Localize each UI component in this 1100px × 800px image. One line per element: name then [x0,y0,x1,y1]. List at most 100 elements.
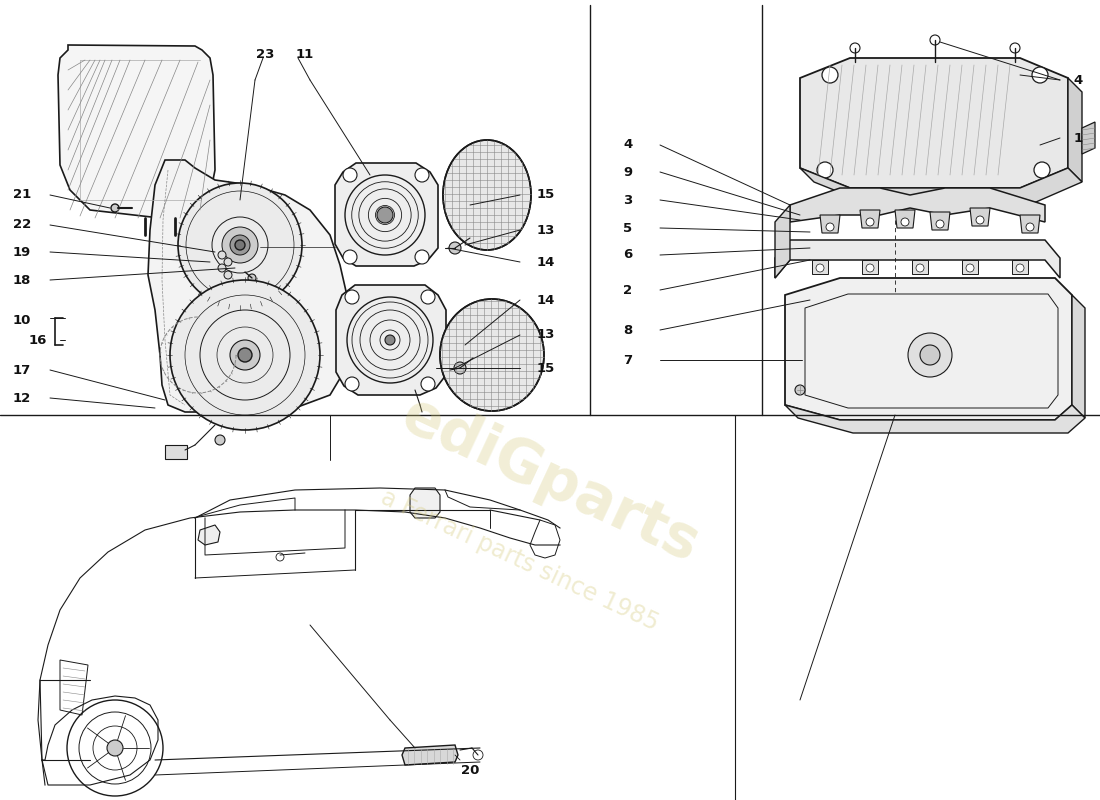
Circle shape [920,345,940,365]
Circle shape [1010,43,1020,53]
Polygon shape [402,745,458,765]
Polygon shape [198,525,220,545]
Circle shape [449,242,461,254]
Polygon shape [860,210,880,228]
Circle shape [930,35,940,45]
Circle shape [218,264,226,272]
Text: 11: 11 [296,49,315,62]
Polygon shape [785,405,1085,433]
Text: 12: 12 [13,391,31,405]
Polygon shape [1020,215,1040,233]
Circle shape [1016,264,1024,272]
Circle shape [817,162,833,178]
Polygon shape [895,210,915,228]
Circle shape [345,290,359,304]
Polygon shape [800,58,1068,188]
Polygon shape [336,163,438,266]
Circle shape [415,168,429,182]
Text: 23: 23 [256,49,274,62]
Circle shape [826,223,834,231]
Text: 13: 13 [537,329,556,342]
Text: 5: 5 [624,222,632,234]
Polygon shape [820,215,840,233]
Polygon shape [785,278,1072,420]
Circle shape [214,435,225,445]
Polygon shape [148,160,350,412]
Polygon shape [1068,78,1082,182]
Circle shape [377,207,393,223]
Circle shape [1032,67,1048,83]
Circle shape [866,218,874,226]
Circle shape [822,67,838,83]
Bar [962,260,978,274]
Text: 7: 7 [624,354,632,366]
Polygon shape [790,188,1045,222]
Circle shape [230,340,260,370]
Circle shape [936,220,944,228]
Text: 9: 9 [624,166,632,178]
Circle shape [343,168,358,182]
Circle shape [795,385,805,395]
Text: 4: 4 [1074,74,1082,86]
Circle shape [224,271,232,279]
Bar [165,445,187,459]
Circle shape [224,258,232,266]
Circle shape [415,250,429,264]
Circle shape [218,251,226,259]
Text: a Ferrari parts since 1985: a Ferrari parts since 1985 [377,485,662,635]
Polygon shape [1072,295,1085,418]
Circle shape [816,264,824,272]
Text: 21: 21 [13,189,31,202]
Text: 19: 19 [13,246,31,258]
Circle shape [345,377,359,391]
Circle shape [230,235,250,255]
Circle shape [1026,223,1034,231]
Polygon shape [1082,122,1094,154]
Bar [862,260,878,274]
Circle shape [916,264,924,272]
Text: 3: 3 [624,194,632,206]
Text: 18: 18 [13,274,31,286]
Text: 6: 6 [624,249,632,262]
Polygon shape [776,205,790,278]
Polygon shape [410,488,440,518]
Text: 2: 2 [624,283,632,297]
Text: 20: 20 [461,763,480,777]
Circle shape [866,264,874,272]
Text: 14: 14 [537,255,556,269]
Polygon shape [800,168,1082,202]
Circle shape [421,377,434,391]
Polygon shape [970,208,990,226]
Text: 10: 10 [13,314,31,326]
Text: 15: 15 [537,362,556,374]
Circle shape [908,333,952,377]
Bar [912,260,928,274]
Circle shape [343,250,358,264]
Circle shape [248,274,256,282]
Polygon shape [58,45,214,218]
Circle shape [976,216,984,224]
Circle shape [170,280,320,430]
Text: 4: 4 [624,138,632,151]
Ellipse shape [443,140,531,250]
Text: 17: 17 [13,363,31,377]
Text: 14: 14 [537,294,556,306]
Polygon shape [776,240,1060,278]
Text: 22: 22 [13,218,31,231]
Text: 15: 15 [537,189,556,202]
Text: 13: 13 [537,223,556,237]
Circle shape [850,43,860,53]
Circle shape [235,240,245,250]
Text: ediGparts: ediGparts [393,386,707,574]
Circle shape [178,183,303,307]
Circle shape [107,740,123,756]
Circle shape [222,227,258,263]
Circle shape [111,204,119,212]
Polygon shape [930,212,950,230]
Bar [812,260,828,274]
Circle shape [421,290,434,304]
Circle shape [966,264,974,272]
Circle shape [454,362,466,374]
Circle shape [238,348,252,362]
Bar [1012,260,1028,274]
